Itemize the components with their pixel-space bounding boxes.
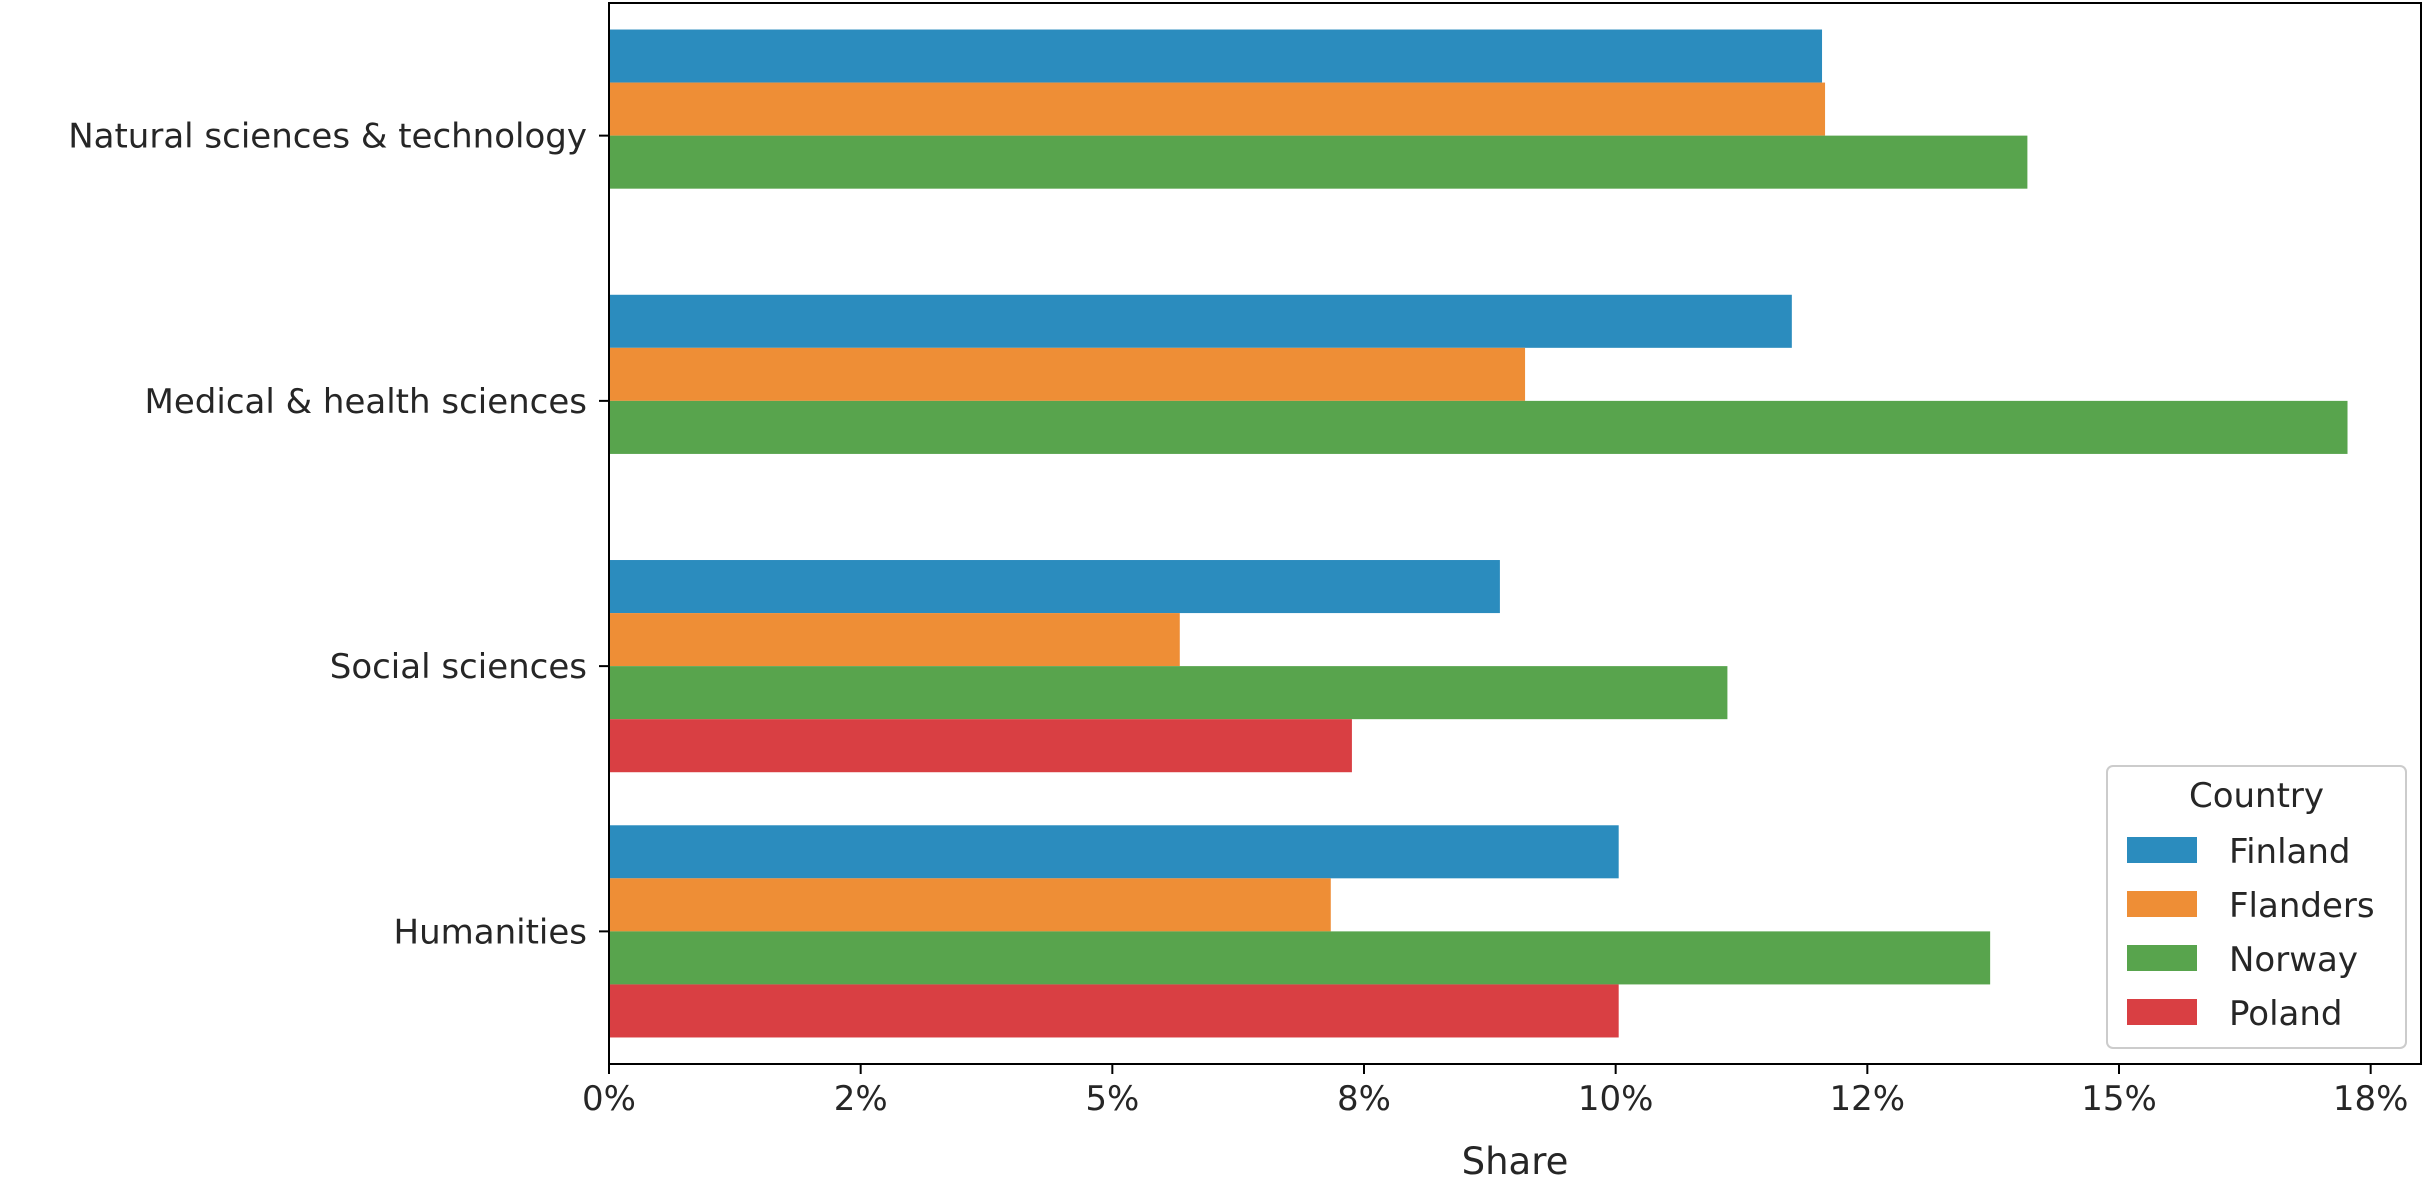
legend: Country Finland Flanders Norway Poland xyxy=(2106,765,2407,1049)
x-tick-label: 8% xyxy=(1337,1079,1391,1119)
legend-swatch-poland xyxy=(2127,999,2197,1025)
bar-finland-humanities xyxy=(609,825,1619,879)
legend-swatch-finland xyxy=(2127,837,2197,863)
bar-finland-natural-sciences-and-technology xyxy=(609,29,1823,83)
legend-label-flanders: Flanders xyxy=(2229,886,2375,926)
y-axis: Natural sciences & technology Medical & h… xyxy=(68,117,609,952)
bar-flanders-social-sciences xyxy=(609,613,1180,667)
bar-poland-social-sciences xyxy=(609,719,1352,773)
bar-norway-social-sciences xyxy=(609,666,1728,720)
bar-norway-humanities xyxy=(609,931,1991,985)
x-axis: 0% 2% 5% 8% 10% 12% 15% 18% xyxy=(582,1064,2408,1119)
x-tick-label: 12% xyxy=(1830,1079,1906,1119)
legend-label-norway: Norway xyxy=(2229,940,2358,980)
bars-layer xyxy=(609,29,2348,1038)
y-tick-label: Natural sciences & technology xyxy=(68,117,587,157)
bar-finland-medical-and-health-sciences xyxy=(609,294,1792,348)
bar-norway-natural-sciences-and-technology xyxy=(609,135,2028,189)
bar-flanders-humanities xyxy=(609,878,1331,932)
x-tick-label: 5% xyxy=(1085,1079,1139,1119)
legend-label-poland: Poland xyxy=(2229,994,2343,1034)
x-tick-label: 10% xyxy=(1578,1079,1654,1119)
y-tick-label: Humanities xyxy=(394,912,587,952)
x-tick-label: 0% xyxy=(582,1079,636,1119)
bar-finland-social-sciences xyxy=(609,560,1500,614)
legend-label-finland: Finland xyxy=(2229,832,2351,872)
legend-swatch-flanders xyxy=(2127,891,2197,917)
x-tick-label: 15% xyxy=(2081,1079,2157,1119)
bar-norway-medical-and-health-sciences xyxy=(609,400,2348,454)
bar-flanders-natural-sciences-and-technology xyxy=(609,82,1826,136)
y-tick-label: Social sciences xyxy=(330,647,587,687)
bar-poland-humanities xyxy=(609,984,1619,1038)
legend-box xyxy=(2106,765,2407,1049)
legend-swatch-norway xyxy=(2127,945,2197,971)
y-tick-label: Medical & health sciences xyxy=(145,382,587,422)
x-tick-label: 2% xyxy=(834,1079,888,1119)
x-tick-label: 18% xyxy=(2333,1079,2409,1119)
legend-title: Country xyxy=(2189,776,2324,816)
plot-frame xyxy=(608,2,2422,1065)
bar-flanders-medical-and-health-sciences xyxy=(609,347,1526,401)
x-axis-title: Share xyxy=(1462,1140,1569,1181)
